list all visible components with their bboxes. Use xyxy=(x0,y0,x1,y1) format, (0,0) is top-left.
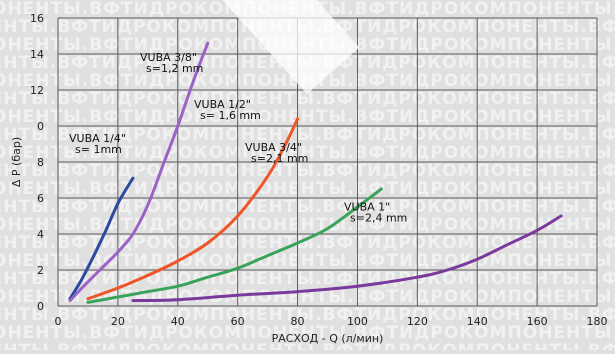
series-label-vuba-1: s=2,4 mm xyxy=(350,212,407,225)
watermark-row: ОНЕНТЫ.ВФТИДРОКОМПОНЕНТЫ.ВФТИДРОКОМПОНЕН… xyxy=(0,179,615,199)
y-tick-label: 16 xyxy=(30,12,44,25)
series-label-vuba-3-4: VUBA 3/4" xyxy=(245,141,302,154)
chart-axes: РАСХОД - Q (л/мин) Δ P (бар) 02468012141… xyxy=(10,12,608,345)
series-label-vuba-1-4: VUBA 1/4" xyxy=(69,132,126,145)
series-label-vuba-3-8: VUBA 3/8" xyxy=(140,51,197,64)
series-label-vuba-1-4: s= 1mm xyxy=(75,143,122,156)
y-tick-label: 12 xyxy=(30,84,44,97)
chart-series xyxy=(68,41,563,304)
y-tick-label: 2 xyxy=(37,264,44,277)
series-label-vuba-1-2: VUBA 1/2" xyxy=(194,98,251,111)
x-tick-label: 0 xyxy=(55,315,62,328)
x-tick-label: 100 xyxy=(347,315,368,328)
watermark-row: ОНЕНТЫ.ВФТИДРОКОМПОНЕНТЫ.ВФТИДРОКОМПОНЕН… xyxy=(0,89,615,109)
x-tick-label: 180 xyxy=(587,315,608,328)
y-tick-label: 6 xyxy=(37,192,44,205)
x-tick-label: 120 xyxy=(407,315,428,328)
series-label-vuba-3-8: s=1,2 mm xyxy=(146,62,203,75)
x-axis-title: РАСХОД - Q (л/мин) xyxy=(272,332,384,345)
series-line-vuba-3-8 xyxy=(68,41,210,303)
series-label-vuba-1: VUBA 1" xyxy=(344,201,390,214)
y-axis-title: Δ P (бар) xyxy=(10,137,23,187)
x-tick-label: 20 xyxy=(111,315,125,328)
x-tick-label: 60 xyxy=(231,315,245,328)
watermark-row: ОНЕНТЫ.ВФТИДРОКОМПОНЕНТЫ.ВФТИДРОКОМПОНЕН… xyxy=(0,215,615,235)
y-tick-label: 4 xyxy=(37,228,44,241)
watermark-row: ОНЕНТЫ.ВФТИДРОКОМПОНЕНТЫ.ВФТИДРОКОМПОНЕН… xyxy=(0,305,615,325)
watermark-row: ОНЕНТЫ.ВФТИДРОКОМПОНЕНТЫ.ВФТИДРОКОМПОНЕН… xyxy=(0,143,615,163)
watermark-row: ОНЕНТЫ.ВФТИДРОКОМПОНЕНТЫ.ВФТИДРОКОМПОНЕН… xyxy=(0,107,615,127)
watermark-row: ОНЕНТЫ.ВФТИДРОКОМПОНЕНТЫ.ВФТИДРОКОМПОНЕН… xyxy=(0,323,615,343)
y-tick-label: 8 xyxy=(37,156,44,169)
watermark-row: ОНЕНТЫ.ВФТИДРОКОМПОНЕНТЫ.ВФТИДРОКОМПОНЕН… xyxy=(0,197,615,217)
series-line-vuba-1-2 xyxy=(86,117,300,301)
x-tick-label: 140 xyxy=(467,315,488,328)
paper-overlay xyxy=(206,0,360,95)
series-label-vuba-1-2: s= 1,6 mm xyxy=(200,109,261,122)
x-tick-label: 160 xyxy=(527,315,548,328)
series-label-vuba-3-4: s=2,1 mm xyxy=(251,152,308,165)
x-tick-label: 80 xyxy=(291,315,305,328)
watermark-row: ОНЕНТЫ.ВФТИДРОКОМПОНЕНТЫ.ВФТИДРОКОМПОНЕН… xyxy=(0,233,615,253)
series-line-vuba-1 xyxy=(131,214,563,303)
y-tick-label: 0 xyxy=(37,300,44,313)
y-tick-label: 0 xyxy=(37,120,44,133)
x-tick-label: 40 xyxy=(171,315,185,328)
series-line-vuba-1-4 xyxy=(68,176,135,301)
series-labels: VUBA 1/4"s= 1mm VUBA 3/8"s=1,2 mm VUBA 1/2… xyxy=(69,51,407,224)
watermark-row: ОНЕНТЫ.ВФТИДРОКОМПОНЕНТЫ.ВФТИДРОКОМПОНЕН… xyxy=(0,125,615,145)
series-line-vuba-3-4 xyxy=(86,187,383,304)
y-tick-label: 14 xyxy=(30,48,44,61)
watermark-row: ОНЕНТЫ.ВФТИДРОКОМПОНЕНТЫ.ВФТИДРОКОМПОНЕН… xyxy=(0,161,615,181)
